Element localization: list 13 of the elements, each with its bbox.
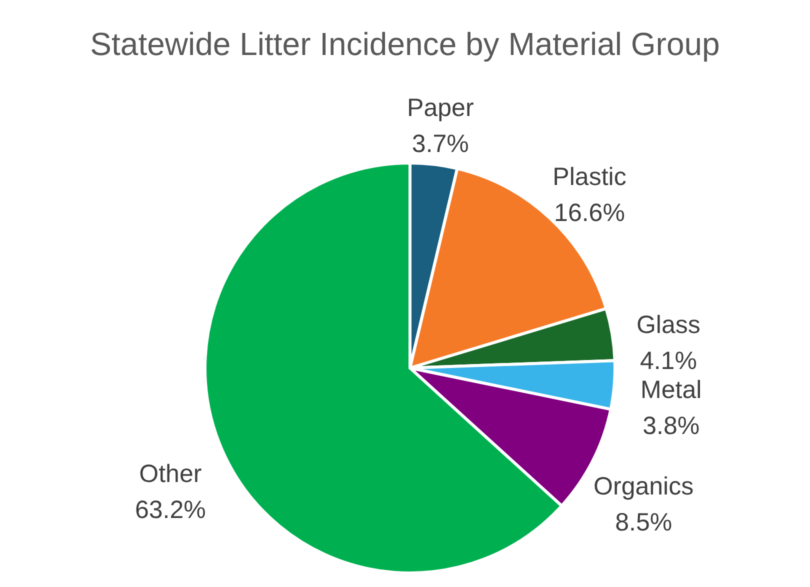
slice-label: Plastic [552,163,626,192]
slice-label: Other [139,460,202,488]
data-label: 63.2% [134,496,206,524]
data-label: 4.1% [640,346,697,375]
slice-label: Paper [407,94,474,122]
slice-label: Organics [594,472,694,501]
data-label: 8.5% [615,508,672,537]
slice-label: Metal [640,376,702,404]
data-label: 3.7% [412,130,469,158]
data-label: 3.8% [642,412,700,440]
chart-title: Statewide Litter Incidence by Material Group [90,26,720,62]
data-label: 16.6% [554,199,625,228]
slice-label: Glass [636,310,700,339]
